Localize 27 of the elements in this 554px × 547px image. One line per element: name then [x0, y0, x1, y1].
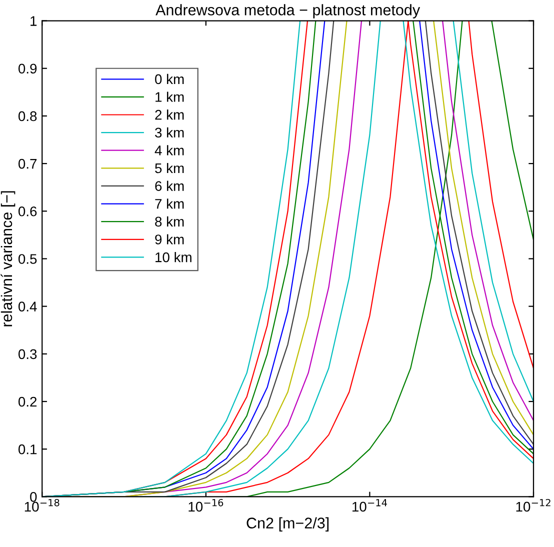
legend-label: 10 km	[156, 252, 192, 262]
x-axis-title: Cn2 [m−2/3]	[246, 517, 329, 532]
y-tick-label: 0.4	[18, 302, 37, 312]
legend-label: 5 km	[155, 162, 184, 174]
legend-label: 7 km	[155, 198, 184, 209]
y-tick-label: 0.3	[18, 349, 37, 360]
chart-title: Andrewsova metoda − platnost metody	[156, 4, 420, 18]
y-tick-label: 0.2	[18, 396, 37, 407]
legend-label: 3 km	[155, 127, 184, 138]
legend-label: 9 km	[155, 234, 184, 244]
x-tick-label: 10$^{−16}$	[188, 498, 224, 512]
y-tick-label: 0.1	[18, 444, 37, 454]
y-tick-label: 0.9	[18, 64, 37, 74]
y-tick-label: 0.7	[18, 158, 37, 169]
legend-label: 0 km	[155, 74, 184, 84]
y-tick-label: 0.5	[18, 254, 37, 264]
y-axis-title: relativní variance [−]	[0, 191, 16, 326]
y-tick-label: 1	[30, 16, 37, 26]
legend-label: 8 km	[155, 216, 184, 227]
x-tick-label: 10$^{−14}$	[352, 499, 387, 512]
legend-label: 1 km	[156, 92, 184, 102]
y-tick-label: 0.6	[18, 206, 37, 216]
x-tick-label: 10$^{−12}$	[516, 498, 550, 512]
y-tick-label: 0.8	[18, 111, 37, 122]
legend-label: 6 km	[155, 180, 184, 191]
legend-label: 4 km	[154, 145, 184, 156]
legend-label: 2 km	[155, 110, 184, 120]
